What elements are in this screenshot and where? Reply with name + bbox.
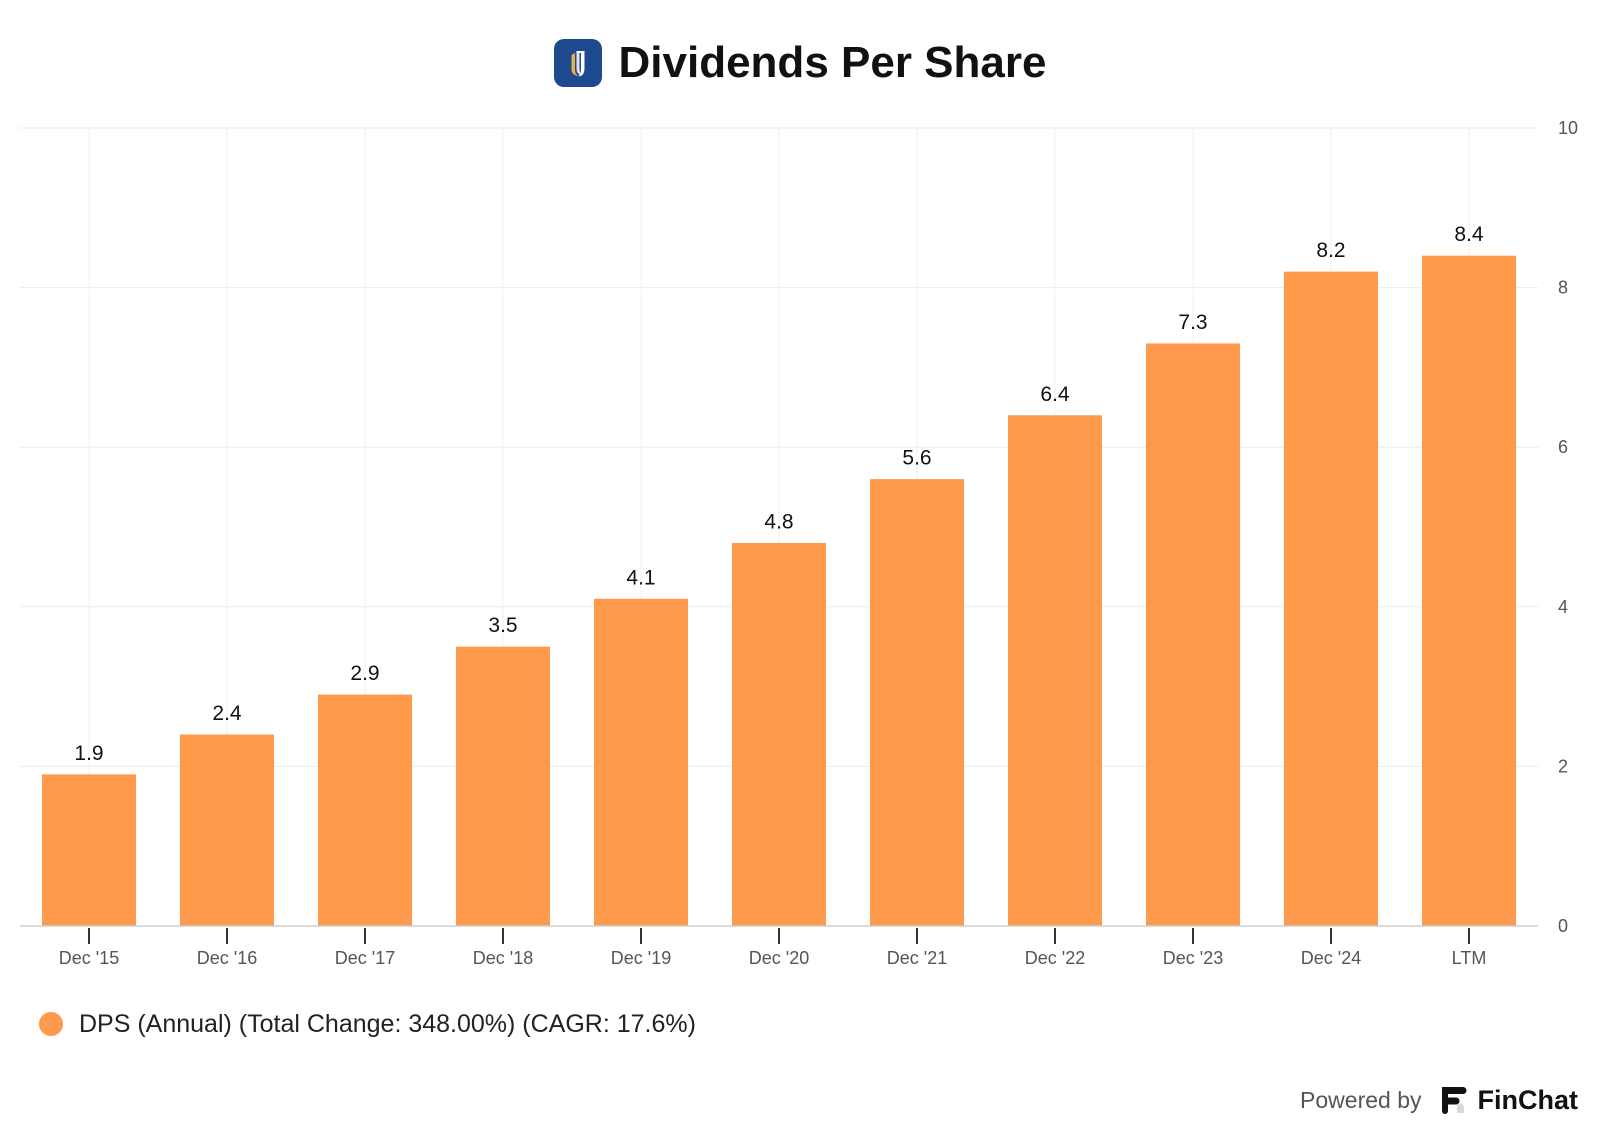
y-tick-label-10: 10 bbox=[1558, 118, 1578, 138]
x-axis: Dec '15 Dec '16 Dec '17 Dec '18 Dec '19 Dec '… bbox=[59, 928, 1487, 968]
x-tick-label-dec-22: Dec '22 bbox=[1025, 948, 1085, 968]
bar-dec-17 bbox=[318, 694, 412, 926]
powered-by-label: Powered by bbox=[1300, 1086, 1422, 1113]
data-labels: 1.9 2.4 2.9 3.5 4.1 4.8 5.6 6.4 7.3 8.2 8.4 bbox=[74, 223, 1484, 765]
y-tick-label-4: 4 bbox=[1558, 597, 1568, 617]
legend-label: DPS (Annual) (Total Change: 348.00%) (CA… bbox=[79, 1010, 696, 1038]
powered-by-footer: Powered by FinChat bbox=[1300, 1082, 1578, 1118]
data-label-dec-23: 7.3 bbox=[1178, 311, 1207, 334]
bar-series bbox=[42, 255, 1516, 927]
data-label-dec-17: 2.9 bbox=[350, 662, 379, 685]
data-label-dec-21: 5.6 bbox=[902, 447, 931, 470]
x-tick-label-dec-16: Dec '16 bbox=[197, 948, 257, 968]
x-tick-label-dec-21: Dec '21 bbox=[887, 948, 947, 968]
y-axis: 0 2 4 6 8 10 bbox=[1558, 118, 1578, 936]
chart-header: Dividends Per Share bbox=[0, 38, 1600, 88]
data-label-dec-19: 4.1 bbox=[626, 566, 655, 589]
data-label-dec-16: 2.4 bbox=[212, 702, 242, 725]
data-label-dec-22: 6.4 bbox=[1040, 383, 1070, 406]
company-logo-icon bbox=[553, 39, 602, 87]
y-tick-label-2: 2 bbox=[1558, 756, 1568, 776]
bar-dec-22 bbox=[1008, 415, 1102, 926]
chart-title: Dividends Per Share bbox=[618, 38, 1047, 87]
bar-dec-18 bbox=[456, 646, 550, 926]
bar-ltm bbox=[1422, 255, 1516, 926]
y-tick-label-6: 6 bbox=[1558, 437, 1568, 457]
data-label-dec-15: 1.9 bbox=[74, 742, 103, 765]
legend-item-dps[interactable]: DPS (Annual) (Total Change: 348.00%) (CA… bbox=[39, 1008, 696, 1040]
finchat-logo-icon bbox=[1436, 1085, 1468, 1115]
x-tick-label-dec-23: Dec '23 bbox=[1163, 948, 1223, 968]
bar-dec-15 bbox=[42, 774, 136, 926]
bar-dec-23 bbox=[1146, 343, 1240, 927]
legend-marker bbox=[39, 1012, 63, 1036]
bar-dec-16 bbox=[180, 734, 274, 926]
x-tick-label-dec-24: Dec '24 bbox=[1301, 948, 1361, 968]
finchat-brand-name: FinChat bbox=[1477, 1084, 1579, 1115]
x-tick-label-ltm: LTM bbox=[1452, 948, 1487, 968]
data-label-dec-18: 3.5 bbox=[488, 614, 517, 637]
y-tick-label-8: 8 bbox=[1558, 278, 1568, 298]
dividends-bar-chart: Dec '15 Dec '16 Dec '17 Dec '18 Dec '19 Dec '… bbox=[20, 118, 1578, 968]
bar-dec-19 bbox=[594, 598, 688, 926]
bar-dec-24 bbox=[1284, 271, 1378, 926]
y-tick-label-0: 0 bbox=[1558, 916, 1568, 936]
bar-dec-20 bbox=[732, 542, 826, 926]
data-label-ltm: 8.4 bbox=[1454, 223, 1484, 246]
data-label-dec-24: 8.2 bbox=[1316, 239, 1345, 262]
x-tick-label-dec-20: Dec '20 bbox=[749, 948, 809, 968]
x-tick-label-dec-15: Dec '15 bbox=[59, 948, 119, 968]
x-tick-label-dec-17: Dec '17 bbox=[335, 948, 395, 968]
data-label-dec-20: 4.8 bbox=[764, 510, 793, 533]
x-tick-label-dec-19: Dec '19 bbox=[611, 948, 671, 968]
legend: DPS (Annual) (Total Change: 348.00%) (CA… bbox=[39, 1008, 696, 1040]
x-tick-label-dec-18: Dec '18 bbox=[473, 948, 533, 968]
bar-dec-21 bbox=[870, 479, 964, 926]
